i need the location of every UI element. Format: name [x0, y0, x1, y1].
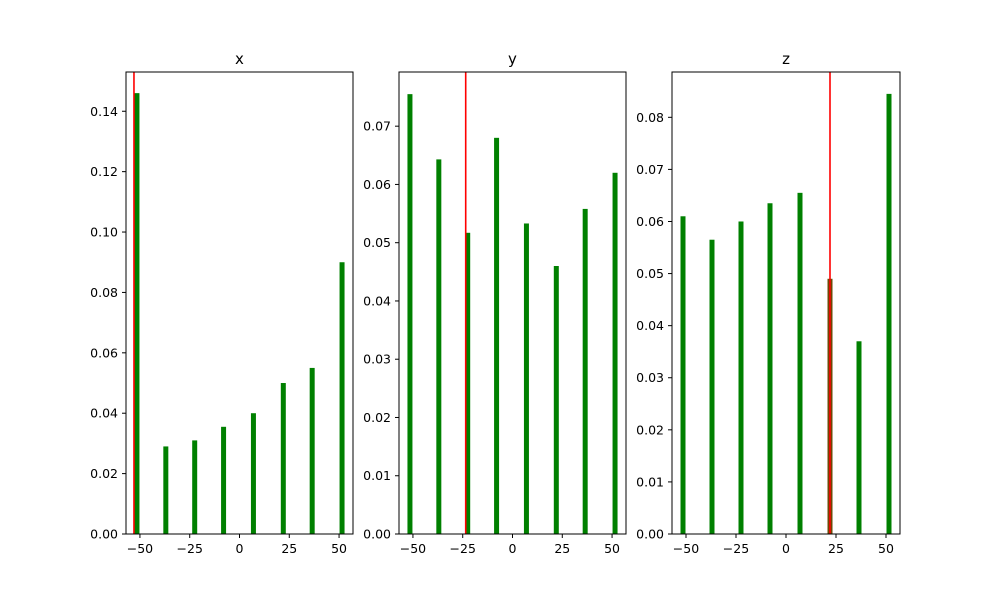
- panel-title: x: [235, 50, 244, 68]
- y-tick-label: 0.00: [90, 527, 118, 542]
- x-tick-label: 0: [509, 541, 517, 556]
- y-tick-label: 0.07: [363, 119, 391, 134]
- x-tick-label: 0: [782, 541, 790, 556]
- bar: [339, 262, 345, 534]
- panel-z: z −50 −25 0 25 50 0.00 0.01 0.02 0.03 0.04 0.05 0.0…: [636, 50, 901, 556]
- x-tick-label: −50: [673, 541, 699, 556]
- y-tick-label: 0.00: [363, 527, 391, 542]
- bar: [767, 203, 773, 534]
- y-tick-label: 0.05: [636, 266, 664, 281]
- y-tick-label: 0.06: [90, 345, 118, 360]
- bar: [436, 159, 442, 535]
- x-tick-label: −50: [127, 541, 153, 556]
- bar: [553, 266, 559, 534]
- x-tick-label: 50: [604, 541, 620, 556]
- y-tick-label: 0.10: [90, 225, 118, 240]
- bar: [709, 239, 715, 535]
- bar: [465, 232, 471, 534]
- x-tick-label: −25: [723, 541, 749, 556]
- x-tick-label: 50: [878, 541, 894, 556]
- y-tick-label: 0.02: [636, 422, 664, 437]
- bar: [407, 94, 413, 535]
- y-tick-label: 0.12: [90, 164, 118, 179]
- panel-y: y −50 −25 0 25 50 0.00 0.01 0.02 0.03 0.04 0.05 0.0…: [363, 50, 627, 556]
- y-tick-label: 0.06: [636, 214, 664, 229]
- bar: [280, 383, 286, 534]
- y-tick-label: 0.04: [90, 406, 118, 421]
- bar: [309, 367, 315, 534]
- y-tick-label: 0.00: [636, 527, 664, 542]
- bar: [797, 192, 803, 534]
- bar: [738, 221, 744, 534]
- bar: [192, 440, 198, 534]
- bar: [523, 223, 529, 534]
- x-tick-label: 50: [331, 541, 347, 556]
- y-tick-label: 0.04: [363, 293, 391, 308]
- x-tick-label: 25: [281, 541, 297, 556]
- y-tick-label: 0.07: [636, 162, 664, 177]
- panel-x: x −50 −25 0 25 50 0.00 0.02 0.04 0.06 0.08 0.10 0.1…: [90, 50, 354, 556]
- y-tick-label: 0.08: [90, 285, 118, 300]
- y-tick-label: 0.02: [363, 410, 391, 425]
- y-tick-label: 0.02: [90, 466, 118, 481]
- x-tick-label: 25: [554, 541, 570, 556]
- x-tick-label: 25: [828, 541, 844, 556]
- bar: [221, 426, 227, 534]
- bar: [582, 208, 588, 534]
- bar: [163, 446, 169, 534]
- bar: [612, 172, 618, 534]
- bar: [250, 413, 256, 534]
- y-tick-label: 0.03: [636, 370, 664, 385]
- bar: [856, 341, 862, 534]
- x-tick-label: −25: [177, 541, 203, 556]
- axes-frame: [671, 71, 901, 535]
- x-tick-label: −25: [450, 541, 476, 556]
- axes-frame: [398, 71, 627, 535]
- y-tick-label: 0.01: [363, 468, 391, 483]
- bar: [494, 137, 500, 534]
- y-tick-label: 0.14: [90, 104, 118, 119]
- panel-title: y: [508, 50, 517, 68]
- bar: [134, 93, 140, 534]
- y-tick-label: 0.01: [636, 474, 664, 489]
- panel-title: z: [782, 50, 790, 68]
- y-tick-label: 0.06: [363, 177, 391, 192]
- x-tick-label: 0: [236, 541, 244, 556]
- x-tick-label: −50: [400, 541, 426, 556]
- y-tick-label: 0.05: [363, 235, 391, 250]
- y-tick-label: 0.03: [363, 352, 391, 367]
- y-tick-label: 0.08: [636, 110, 664, 125]
- bar: [680, 216, 686, 534]
- bar: [886, 93, 892, 535]
- y-tick-label: 0.04: [636, 318, 664, 333]
- axes-frame: [125, 71, 354, 535]
